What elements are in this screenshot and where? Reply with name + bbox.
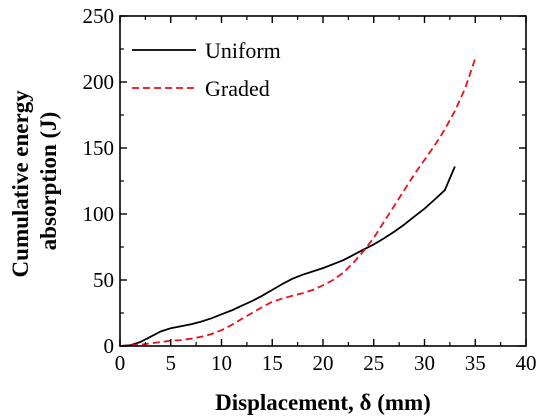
y-tick-label: 200 — [83, 70, 115, 94]
x-tick-label: 35 — [465, 351, 486, 375]
legend-label-graded: Graded — [205, 76, 270, 101]
y-tick-label: 150 — [83, 136, 115, 160]
plot-frame — [119, 15, 527, 347]
y-axis-title-line1: Cumulative energy — [8, 90, 33, 278]
axis-ticks — [119, 15, 527, 347]
legend-label-uniform: Uniform — [205, 38, 281, 63]
y-tick-label: 0 — [104, 334, 115, 358]
x-axis-title: Displacement, δ (mm) — [215, 390, 431, 415]
x-tick-label: 40 — [516, 351, 537, 375]
y-tick-label: 100 — [83, 202, 115, 226]
axis-tick-labels: 0 5 10 15 20 25 30 35 40 0 50 100 150 200 250 — [83, 4, 537, 375]
plot-lines — [119, 57, 477, 347]
y-axis-title: Cumulative energy absorption (J) — [8, 85, 61, 278]
x-tick-label: 15 — [262, 351, 283, 375]
x-tick-label: 5 — [166, 351, 177, 375]
y-tick-label: 250 — [83, 4, 115, 28]
series-line-graded — [119, 57, 477, 347]
x-tick-label: 25 — [363, 351, 384, 375]
x-tick-label: 10 — [211, 351, 232, 375]
legend: Uniform Graded — [132, 38, 281, 101]
x-tick-label: 0 — [115, 351, 126, 375]
series-line-uniform — [119, 166, 456, 347]
x-tick-label: 20 — [313, 351, 334, 375]
x-tick-label: 30 — [414, 351, 435, 375]
y-axis-title-line2: absorption (J) — [36, 112, 61, 251]
y-tick-label: 50 — [93, 268, 114, 292]
